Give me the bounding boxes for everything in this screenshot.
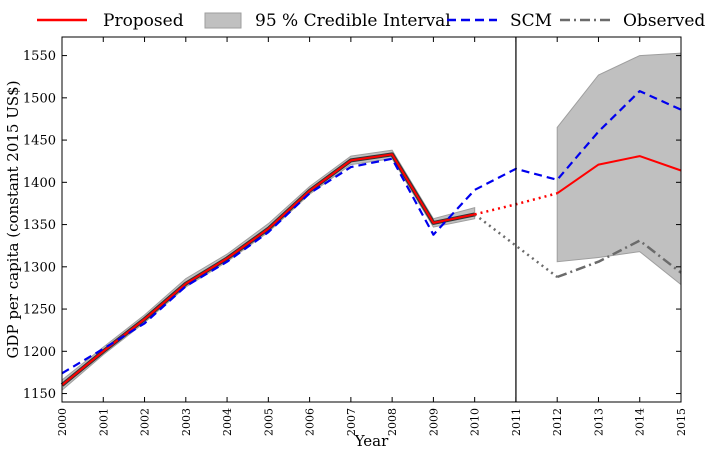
x-tick-label: 2002 bbox=[139, 408, 152, 436]
x-tick-label: 2001 bbox=[97, 408, 110, 436]
x-tick-label: 2008 bbox=[386, 408, 399, 436]
legend-label-scm: SCM bbox=[510, 11, 552, 31]
observed-line-post bbox=[556, 239, 682, 279]
x-tick-label: 2004 bbox=[221, 408, 234, 436]
y-tick-label: 1400 bbox=[23, 176, 56, 191]
x-axis-label: Year bbox=[354, 432, 389, 450]
y-axis-label: GDP per capita (constant 2015 US$) bbox=[4, 80, 22, 358]
y-tick-label: 1450 bbox=[23, 134, 56, 149]
y-tick-label: 1250 bbox=[23, 303, 56, 318]
y-tick-label: 1350 bbox=[23, 218, 56, 233]
proposed-line-pre bbox=[61, 153, 475, 386]
y-tick-label: 1550 bbox=[23, 49, 56, 64]
proposed-line-post bbox=[556, 155, 682, 195]
x-tick-label: 2003 bbox=[180, 408, 193, 436]
legend-swatch-interval bbox=[204, 12, 242, 29]
interval-band-layer bbox=[61, 52, 682, 392]
y-tick-label: 1500 bbox=[23, 91, 56, 106]
x-tick-label: 2007 bbox=[345, 408, 358, 436]
legend-label-observed: Observed bbox=[623, 11, 705, 31]
x-tick-label: 2005 bbox=[262, 408, 275, 436]
y-tick-label: 1200 bbox=[23, 345, 56, 360]
x-tick-label: 2014 bbox=[634, 408, 647, 436]
y-tick-label: 1150 bbox=[23, 387, 56, 402]
legend: Proposed 95 % Credible Interval SCM Obse… bbox=[37, 11, 705, 31]
legend-label-proposed: Proposed bbox=[103, 11, 184, 31]
axis-tick-layer: 1150 1200 1250 1300 1350 1400 1450 1500 1550 2000… bbox=[23, 37, 688, 436]
x-tick-label: 2015 bbox=[675, 408, 688, 436]
x-tick-label: 2010 bbox=[469, 408, 482, 436]
x-tick-label: 2011 bbox=[510, 408, 523, 436]
x-tick-label: 2013 bbox=[592, 408, 605, 436]
x-tick-label: 2000 bbox=[56, 408, 69, 436]
y-tick-label: 1300 bbox=[23, 260, 56, 275]
legend-label-interval: 95 % Credible Interval bbox=[255, 11, 451, 31]
x-tick-label: 2012 bbox=[551, 408, 564, 436]
x-tick-label: 2006 bbox=[304, 408, 317, 436]
x-tick-label: 2009 bbox=[427, 408, 440, 436]
scm-line bbox=[61, 89, 682, 375]
plot-frame bbox=[61, 36, 682, 403]
